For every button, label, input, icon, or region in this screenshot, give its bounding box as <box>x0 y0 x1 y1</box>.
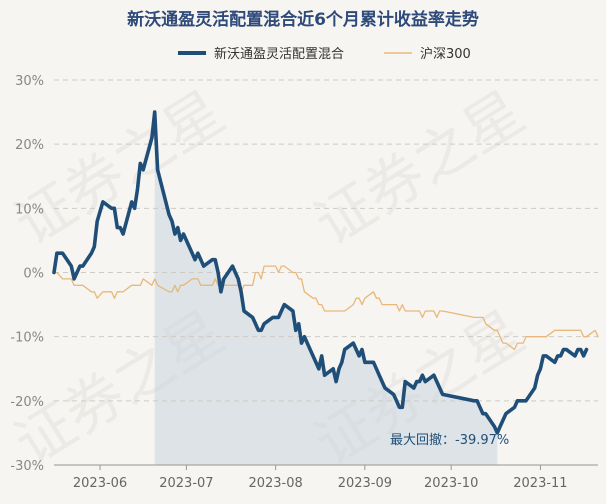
y-tick-label: 0% <box>23 267 44 282</box>
x-tick-label: 2023-09 <box>338 476 392 491</box>
chart-title: 新沃通盈灵活配置混合近6个月累计收益率走势 <box>127 9 479 30</box>
y-tick-label: 30% <box>15 74 44 89</box>
fund-series-line <box>52 110 589 435</box>
drawdown-fill-layer <box>154 112 498 465</box>
y-tick-label: -20% <box>10 395 44 410</box>
y-tick-label: 20% <box>15 138 44 153</box>
x-tick-label: 2023-10 <box>424 476 478 491</box>
x-tick-label: 2023-06 <box>73 476 127 491</box>
y-tick-label: -30% <box>10 459 44 474</box>
grid-layer <box>54 79 598 466</box>
series-layer <box>52 110 599 435</box>
x-tick-label: 2023-11 <box>513 476 567 491</box>
legend-label-index: 沪深300 <box>420 46 471 62</box>
axis-layer: 30% 20% 10% 0% -10% -20% -30% 2023-06 2023-07 202… <box>10 74 598 491</box>
drawdown-annotation: 最大回撤：-39.97% <box>390 432 509 448</box>
watermark-text: 证券之星 <box>303 78 536 259</box>
x-tick-label: 2023-08 <box>248 476 302 491</box>
x-tick-label: 2023-07 <box>159 476 213 491</box>
drawdown-area <box>154 112 498 465</box>
index-series-line <box>53 265 599 351</box>
y-tick-label: -10% <box>10 331 44 346</box>
legend-label-fund: 新沃通盈灵活配置混合 <box>214 46 344 62</box>
y-tick-label: 10% <box>15 202 44 217</box>
watermark-text: 证券之星 <box>3 78 236 259</box>
